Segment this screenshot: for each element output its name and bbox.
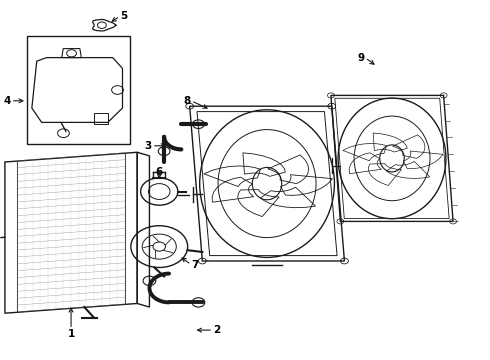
Text: 1: 1 [68, 329, 74, 339]
Text: 8: 8 [184, 96, 191, 106]
Text: 5: 5 [120, 11, 127, 21]
Text: 6: 6 [156, 167, 163, 177]
Text: 3: 3 [145, 141, 152, 151]
Text: 7: 7 [191, 260, 198, 270]
Text: 4: 4 [3, 96, 11, 106]
Text: 2: 2 [213, 325, 220, 335]
Text: 9: 9 [358, 53, 365, 63]
